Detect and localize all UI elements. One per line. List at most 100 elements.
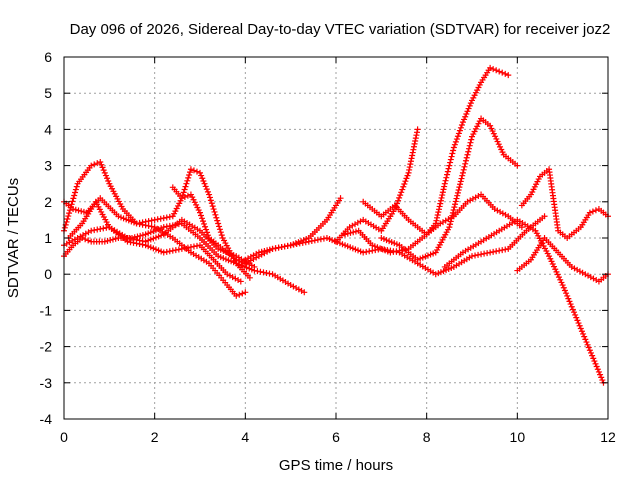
data-point xyxy=(172,247,179,254)
axis-ticks xyxy=(63,56,609,420)
data-point xyxy=(202,223,209,230)
data-point xyxy=(459,169,466,176)
y-tick-label: 6 xyxy=(44,49,52,65)
data-point xyxy=(454,189,461,196)
data-point xyxy=(337,195,344,202)
data-point xyxy=(444,168,451,175)
y-tick-label: 0 xyxy=(44,266,52,282)
data-point xyxy=(360,249,367,256)
data-point xyxy=(199,215,206,222)
data-point xyxy=(445,165,452,172)
data-point xyxy=(433,217,440,224)
data-point xyxy=(591,358,598,365)
data-point xyxy=(450,206,457,213)
data-point xyxy=(357,218,364,225)
y-axis-title: SDTVAR / TECUs xyxy=(5,178,22,298)
data-point xyxy=(66,210,73,217)
data-point xyxy=(469,253,475,260)
x-tick-label: 0 xyxy=(60,429,68,445)
data-point xyxy=(586,347,593,354)
data-point xyxy=(488,125,495,132)
data-point xyxy=(215,220,222,227)
x-tick-label: 2 xyxy=(151,429,159,445)
data-point xyxy=(293,284,300,291)
data-point xyxy=(493,67,500,74)
data-point xyxy=(467,139,474,146)
data-point xyxy=(582,336,589,343)
data-point xyxy=(554,271,561,278)
data-point xyxy=(496,247,503,254)
data-point xyxy=(590,355,597,362)
data-point xyxy=(451,204,458,211)
data-point xyxy=(553,268,560,275)
data-point xyxy=(442,217,449,224)
data-point xyxy=(299,239,306,246)
data-point xyxy=(576,322,583,329)
data-point xyxy=(410,143,417,150)
data-point xyxy=(200,218,207,225)
data-point xyxy=(439,219,446,226)
data-point xyxy=(242,289,249,296)
data-point xyxy=(157,215,164,222)
data-point xyxy=(65,213,72,220)
series-track-13 xyxy=(514,235,611,285)
data-point xyxy=(569,306,576,313)
data-point xyxy=(498,146,505,153)
data-point xyxy=(175,246,182,253)
data-point xyxy=(446,162,453,169)
data-point xyxy=(352,228,359,235)
data-point xyxy=(97,225,104,232)
grid xyxy=(64,57,608,419)
data-point xyxy=(296,240,303,247)
y-tick-label: -4 xyxy=(40,411,53,427)
data-point xyxy=(101,169,108,176)
data-point xyxy=(458,121,465,128)
data-point xyxy=(255,249,262,256)
data-point xyxy=(63,240,70,247)
series-track-10 xyxy=(360,64,512,238)
data-point xyxy=(160,224,167,231)
data-point xyxy=(451,141,458,148)
data-point xyxy=(585,344,592,351)
data-point xyxy=(434,214,441,221)
y-tick-label: -3 xyxy=(40,375,53,391)
series-track-8 xyxy=(333,126,421,245)
data-point xyxy=(400,183,407,190)
data-point xyxy=(557,276,564,283)
data-point xyxy=(181,245,188,252)
data-point xyxy=(107,237,114,244)
data-point xyxy=(290,283,297,290)
data-point xyxy=(311,237,318,244)
data-point xyxy=(133,220,140,227)
data-point xyxy=(450,144,457,151)
data-point xyxy=(352,221,359,228)
data-point xyxy=(502,70,509,77)
data-point xyxy=(588,349,594,356)
data-point xyxy=(448,153,455,160)
data-point xyxy=(475,251,482,258)
data-point xyxy=(576,268,583,275)
data-point xyxy=(251,263,258,270)
data-point xyxy=(447,156,454,163)
data-point xyxy=(82,230,89,237)
data-point xyxy=(203,186,210,193)
data-point xyxy=(590,275,597,282)
data-point xyxy=(459,119,466,126)
data-point xyxy=(205,232,212,239)
data-point xyxy=(497,143,504,150)
data-point xyxy=(73,183,80,190)
data-point xyxy=(103,224,110,231)
data-point xyxy=(449,150,456,157)
data-point xyxy=(572,311,579,318)
data-point xyxy=(457,181,464,188)
data-point xyxy=(226,272,233,279)
data-point xyxy=(408,155,415,162)
data-point xyxy=(82,236,89,243)
data-point xyxy=(464,108,471,115)
data-point xyxy=(275,244,282,251)
data-point xyxy=(437,200,444,207)
data-point xyxy=(193,242,200,249)
data-point xyxy=(166,222,173,229)
data-point xyxy=(317,236,324,243)
data-point xyxy=(72,189,79,196)
